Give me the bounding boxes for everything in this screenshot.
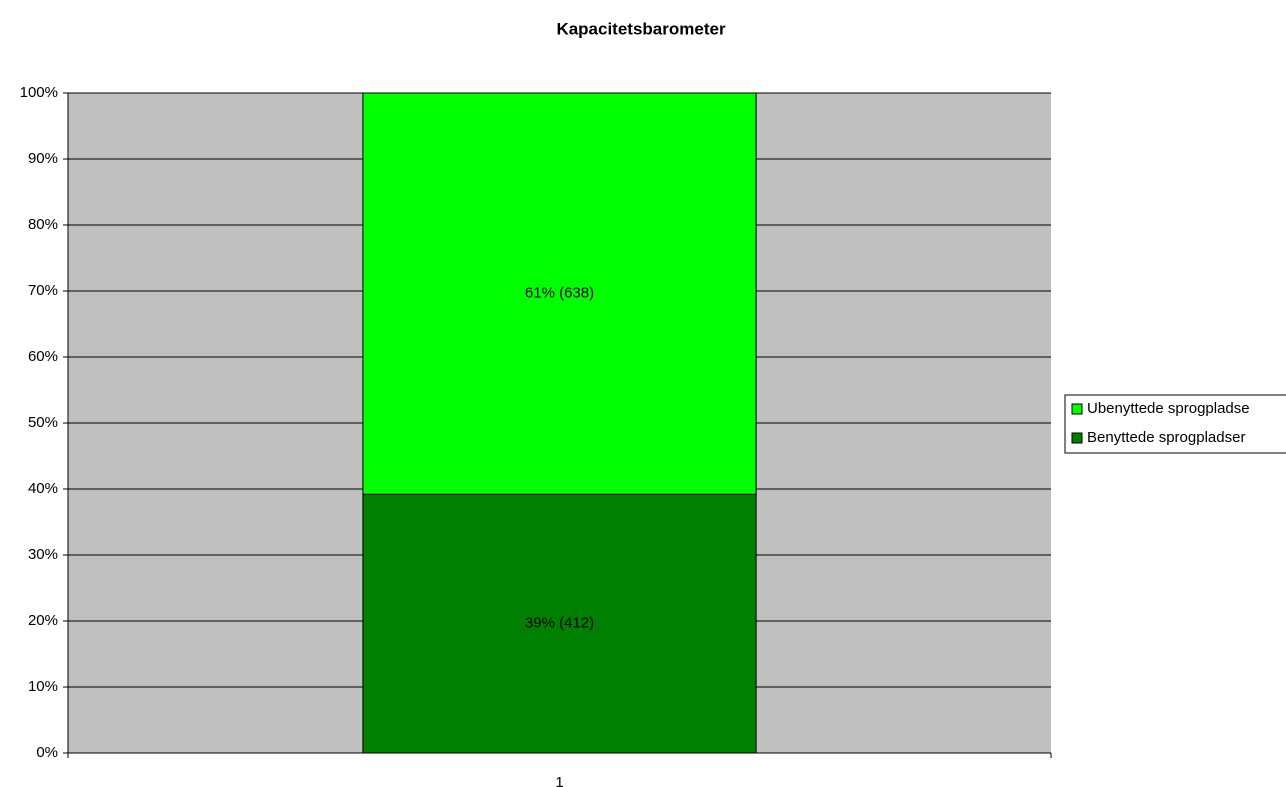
y-tick-label: 90% (28, 150, 58, 167)
y-tick-label: 40% (28, 480, 58, 497)
legend-label: Ubenyttede sprogpladse (1087, 400, 1250, 417)
y-tick-label: 60% (28, 348, 58, 365)
y-tick-label: 20% (28, 612, 58, 629)
data-label: 61% (638) (525, 285, 594, 302)
y-tick-label: 50% (28, 414, 58, 431)
legend-swatch (1071, 432, 1083, 444)
bar-segment (362, 493, 757, 754)
data-label: 39% (412) (525, 615, 594, 632)
y-tick-label: 70% (28, 282, 58, 299)
legend-swatch (1071, 403, 1083, 415)
y-tick-label: 80% (28, 216, 58, 233)
y-tick-label: 30% (28, 546, 58, 563)
y-tick-label: 100% (20, 84, 58, 101)
legend-box (1064, 394, 1286, 454)
y-tick-label: 0% (36, 744, 58, 761)
bar-segment (362, 92, 757, 495)
legend-label: Benyttede sprogpladser (1087, 429, 1245, 446)
chart-title: Kapacitetsbarometer (556, 19, 726, 38)
x-tick-label: 1 (555, 774, 563, 787)
y-tick-label: 10% (28, 678, 58, 695)
